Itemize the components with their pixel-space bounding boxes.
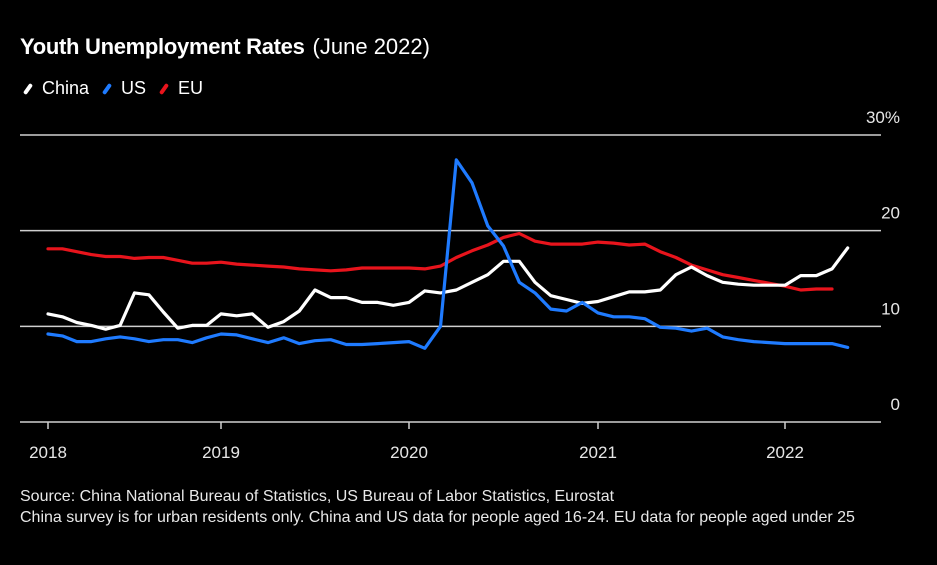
series-line-us <box>46 158 850 350</box>
y-tick-label: 10 <box>881 299 900 318</box>
legend-label-us: US <box>121 78 147 98</box>
x-axis: 2018 2019 2020 2021 2022 <box>20 421 881 462</box>
x-tick-label: 2018 <box>29 443 67 462</box>
y-axis-labels: 0 10 20 30% <box>866 108 900 414</box>
x-tick-label: 2022 <box>766 443 804 462</box>
chart-title: Youth Unemployment Rates (June 2022) <box>20 34 430 60</box>
title-subtitle: (June 2022) <box>312 34 430 59</box>
chart-footer: Source: China National Bureau of Statist… <box>20 486 920 528</box>
legend-label-eu: EU <box>178 78 204 98</box>
legend-item-eu: EU <box>158 78 203 99</box>
y-tick-label: 30% <box>866 108 900 127</box>
legend: China US EU <box>22 78 215 99</box>
x-tick-label: 2020 <box>390 443 428 462</box>
x-tick-label: 2021 <box>579 443 617 462</box>
title-main: Youth Unemployment Rates <box>20 34 305 59</box>
series-line-eu <box>46 231 834 292</box>
y-tick-label: 0 <box>891 395 900 414</box>
legend-label-china: China <box>42 78 90 98</box>
series-line-china <box>46 246 850 331</box>
x-tick-label: 2019 <box>202 443 240 462</box>
y-tick-label: 20 <box>881 204 900 223</box>
source-note: Source: China National Bureau of Statist… <box>20 488 615 505</box>
legend-item-china: China <box>22 78 89 99</box>
legend-item-us: US <box>101 78 146 99</box>
series-lines <box>46 158 850 350</box>
methodology-note: China survey is for urban residents only… <box>20 509 855 526</box>
